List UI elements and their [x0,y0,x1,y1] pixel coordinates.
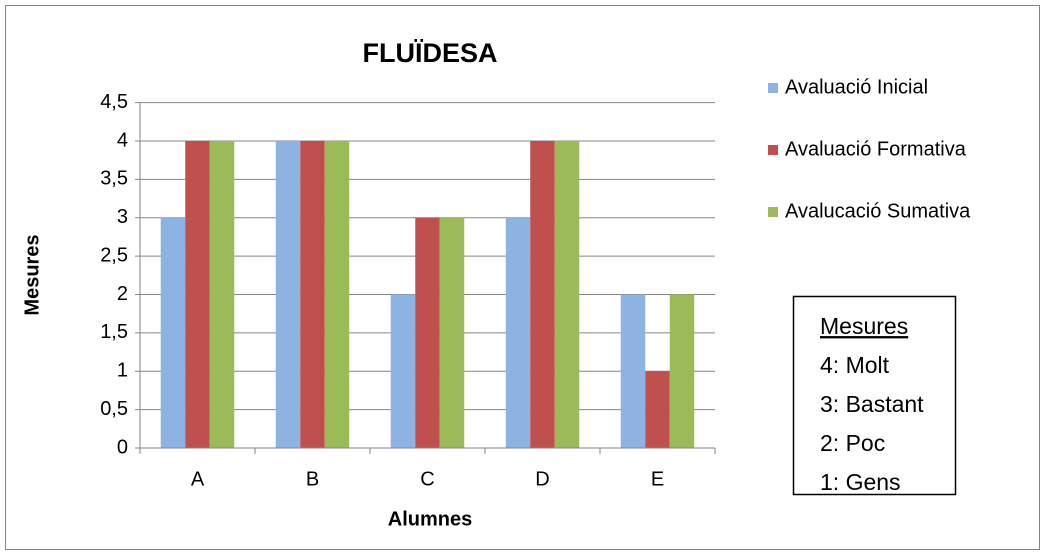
bar [645,371,670,448]
bar [415,217,440,448]
bar [209,140,235,448]
y-tick-label: 1 [117,360,128,382]
x-tick-label: C [420,468,434,490]
bar [505,217,531,448]
bar [275,140,301,448]
y-tick-label: 1,5 [100,321,128,343]
bar [530,140,555,448]
x-tick-label: D [535,468,549,490]
annotation: Mesures 4: Molt 3: Bastant 2: Poc 1: Gen… [820,313,924,495]
bar [390,294,416,448]
bar [160,217,186,448]
bar [324,140,350,448]
annotation-box [792,295,957,496]
annotation-line: 1: Gens [820,469,901,495]
y-tick-label: 2 [117,283,128,305]
legend-label: Avaluació Inicial [785,76,928,98]
x-tick-label: B [306,468,319,490]
annotation-line: 2: Poc [820,430,885,456]
chart-title: FLUÏDESA [363,38,498,68]
annotation-line: 4: Molt [820,352,890,378]
bar [185,140,210,448]
legend-marker [768,207,778,217]
bar [620,294,646,448]
x-axis-label: Alumnes [388,508,472,530]
y-tick-label: 3,5 [100,168,128,190]
bar [300,140,325,448]
y-tick-label: 4 [117,129,128,151]
y-tick-label: 0,5 [100,398,128,420]
y-tick-label: 3 [117,206,128,228]
annotation-line: 3: Bastant [820,391,924,417]
legend-label: Avalucació Sumativa [785,200,971,222]
legend-marker [768,83,778,93]
y-axis-label: Mesures [21,234,43,315]
bar [554,140,580,448]
bar [669,294,695,448]
y-tick-label: 2,5 [100,244,128,266]
y-tick-label: 4,5 [100,91,128,113]
annotation-title: Mesures [820,313,908,339]
x-tick-label: E [651,468,664,490]
y-tick-label: 0 [117,436,128,458]
legend-marker [768,145,778,155]
x-tick-label: A [191,468,205,490]
legend-label: Avaluació Formativa [785,138,967,160]
bar [439,217,465,448]
